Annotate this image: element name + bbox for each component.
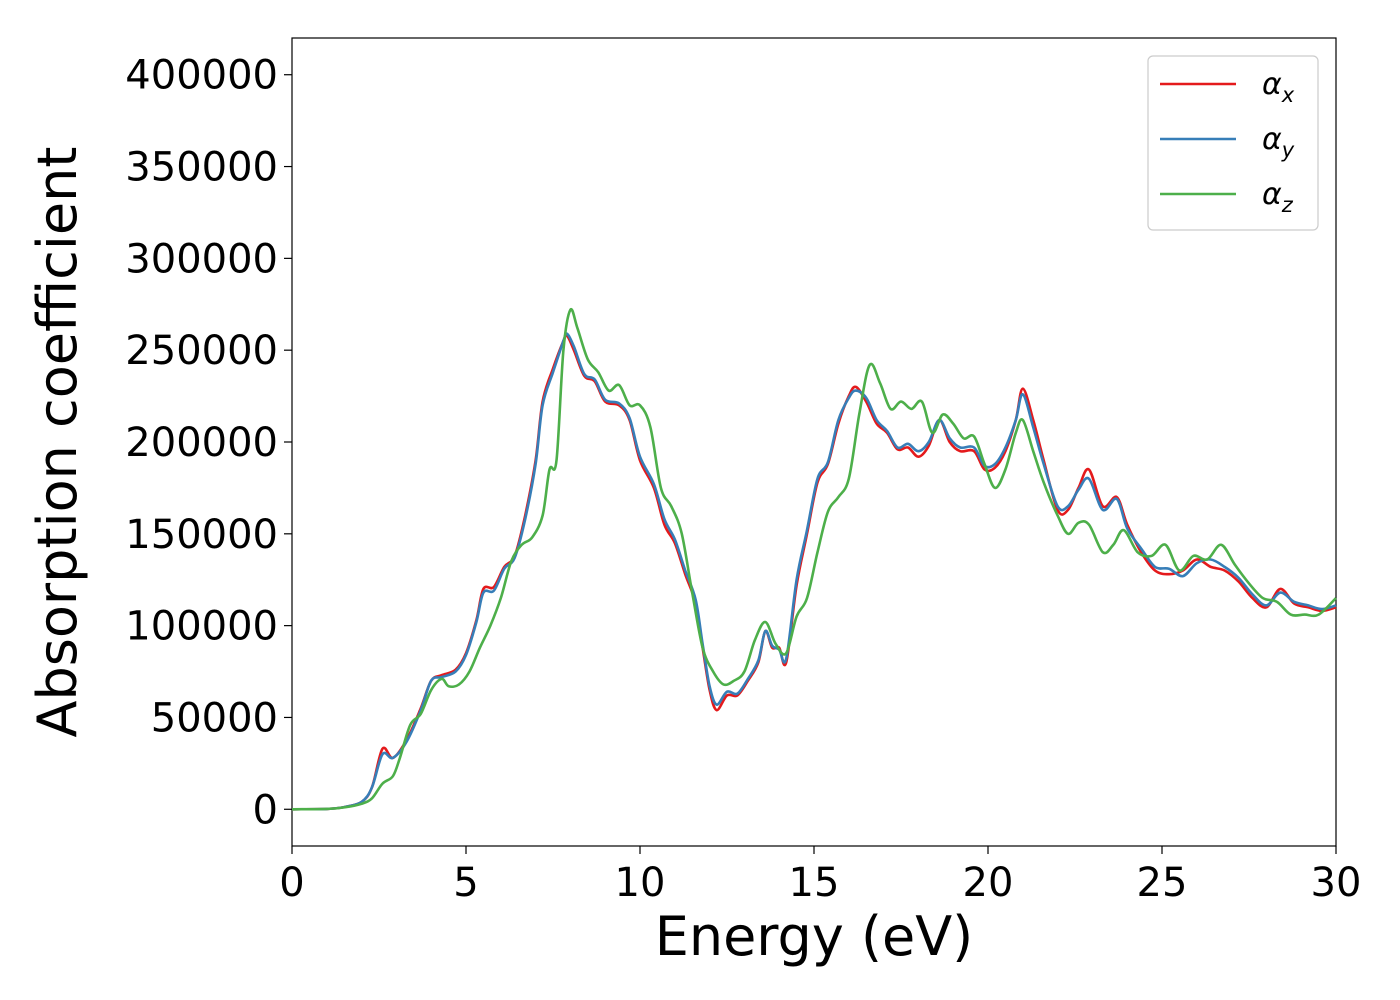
y-tick-label: 250000: [125, 328, 278, 374]
legend: αx αy αz: [1147, 55, 1319, 231]
x-tick-label: 25: [1137, 860, 1188, 906]
x-tick-label: 20: [963, 860, 1014, 906]
series-line-z: [291, 307, 1337, 811]
x-tick-label: 5: [453, 860, 478, 906]
series-line-y: [291, 332, 1337, 811]
series-lines: [291, 307, 1337, 811]
y-tick-label: 350000: [125, 145, 278, 191]
legend-label-z: αz: [1262, 177, 1294, 217]
y-tick-label: 0: [253, 787, 278, 833]
y-axis: 0 50000 100000 150000 200000 250000 300000 3500…: [125, 53, 292, 833]
x-tick-label: 0: [279, 860, 304, 906]
x-axis-title: Energy (eV): [655, 905, 974, 968]
x-tick-label: 30: [1311, 860, 1362, 906]
legend-label-y: αy: [1262, 122, 1295, 162]
y-axis-title: Absorption coefficient: [26, 147, 89, 738]
legend-label-x: αx: [1262, 67, 1295, 107]
y-tick-label: 400000: [125, 53, 278, 99]
y-tick-label: 200000: [125, 420, 278, 466]
x-tick-label: 10: [615, 860, 666, 906]
y-tick-label: 150000: [125, 512, 278, 558]
y-tick-label: 100000: [125, 604, 278, 650]
x-tick-label: 15: [789, 860, 840, 906]
y-tick-label: 300000: [125, 236, 278, 282]
legend-box: [1147, 55, 1319, 231]
x-axis: 0 5 10 15 20 25 30: [279, 846, 1361, 906]
y-tick-label: 50000: [151, 695, 278, 741]
